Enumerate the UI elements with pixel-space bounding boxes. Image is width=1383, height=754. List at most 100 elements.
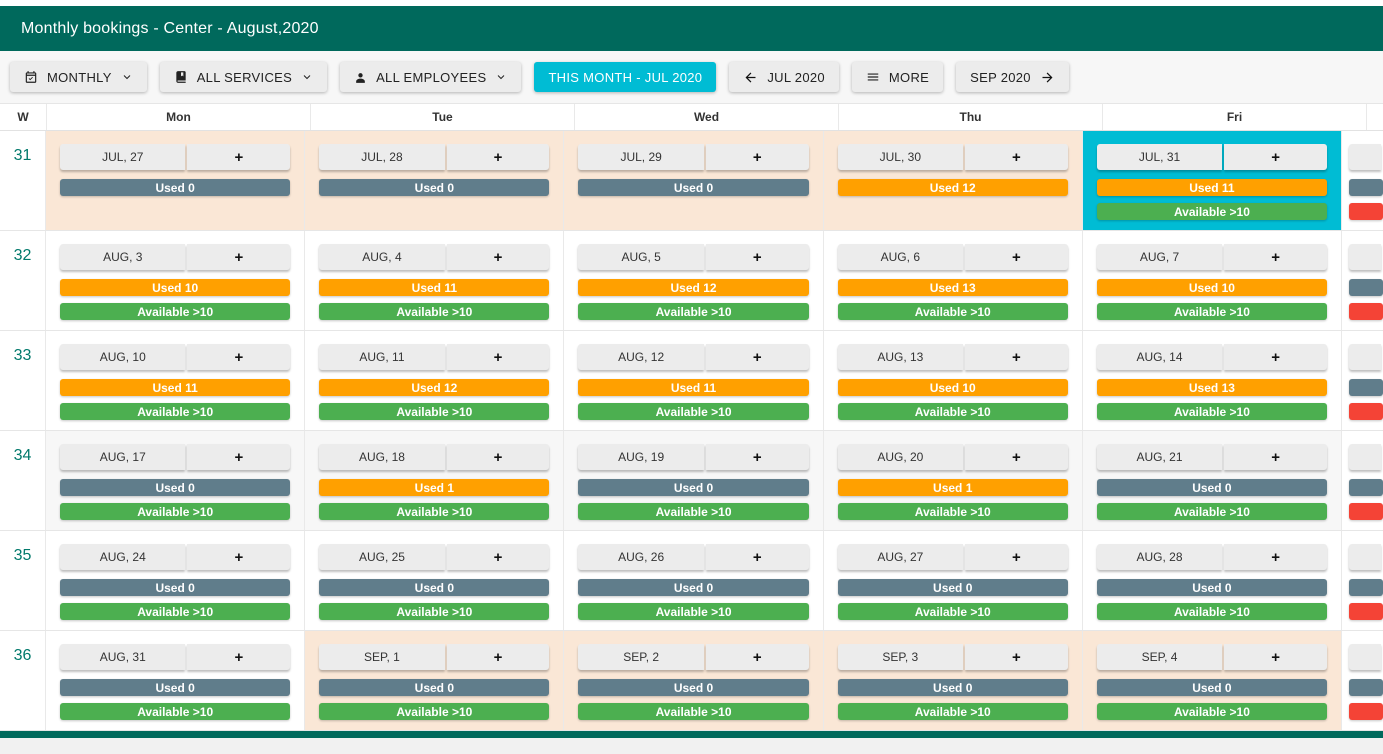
used-count-bar: Used 0	[837, 679, 1068, 696]
date-button[interactable]: AUG, 20	[837, 444, 964, 470]
date-button[interactable]: JUL, 31	[1096, 144, 1223, 170]
toolbar-button-sep-2020[interactable]: SEP 2020	[956, 62, 1069, 92]
footer-accent-bar	[0, 731, 1383, 738]
date-button[interactable]: JUL, 28	[319, 144, 445, 170]
date-button[interactable]: SEP, 4	[1096, 644, 1223, 670]
add-booking-button[interactable]: +	[446, 444, 550, 470]
toolbar-button-jul-2020[interactable]: JUL 2020	[729, 62, 839, 92]
used-count-bar	[1349, 379, 1383, 396]
add-booking-button[interactable]: +	[965, 144, 1068, 170]
used-count-bar: Used 12	[837, 179, 1068, 196]
add-booking-button[interactable]: +	[965, 644, 1068, 670]
toolbar-button-all-employees[interactable]: ALL EMPLOYEES	[340, 62, 522, 92]
chevron-down-icon	[121, 71, 133, 83]
date-button[interactable]: AUG, 11	[319, 344, 445, 370]
add-booking-button[interactable]: +	[965, 444, 1068, 470]
add-booking-button[interactable]: +	[1224, 344, 1327, 370]
add-booking-button[interactable]: +	[446, 344, 550, 370]
add-booking-button[interactable]: +	[187, 444, 291, 470]
date-button[interactable]: AUG, 19	[578, 444, 704, 470]
date-button[interactable]	[1349, 144, 1381, 170]
chevron-down-icon	[495, 71, 507, 83]
availability-bar: Available >10	[578, 603, 809, 620]
availability-bar: Available >10	[319, 403, 550, 420]
date-button[interactable]: AUG, 26	[578, 544, 704, 570]
date-button[interactable]	[1349, 344, 1381, 370]
date-button[interactable]	[1349, 444, 1381, 470]
toolbar-button-this-month-jul-2020[interactable]: THIS MONTH - JUL 2020	[534, 62, 717, 92]
used-count-bar	[1349, 179, 1383, 196]
add-booking-button[interactable]: +	[187, 344, 291, 370]
add-booking-button[interactable]: +	[705, 144, 809, 170]
date-button[interactable]: AUG, 25	[319, 544, 445, 570]
add-booking-button[interactable]: +	[705, 344, 809, 370]
date-button[interactable]: AUG, 24	[60, 544, 186, 570]
date-button[interactable]: JUL, 29	[578, 144, 704, 170]
add-booking-button[interactable]: +	[705, 244, 809, 270]
add-booking-button[interactable]: +	[187, 244, 291, 270]
date-button[interactable]: JUL, 27	[60, 144, 186, 170]
add-booking-button[interactable]: +	[1224, 144, 1327, 170]
add-booking-button[interactable]: +	[965, 244, 1068, 270]
date-button[interactable]: AUG, 3	[60, 244, 186, 270]
date-button[interactable]	[1349, 244, 1381, 270]
date-button[interactable]	[1349, 644, 1381, 670]
add-booking-button[interactable]: +	[1224, 244, 1327, 270]
toolbar-button-label: MONTHLY	[47, 69, 112, 85]
date-button[interactable]: AUG, 14	[1096, 344, 1223, 370]
date-button[interactable]: AUG, 28	[1096, 544, 1223, 570]
toolbar-button-all-services[interactable]: ALL SERVICES	[159, 62, 328, 92]
day-split-button	[1349, 444, 1383, 470]
availability-bar: Available >10	[60, 503, 291, 520]
day-cell-aug-31: AUG, 31 + Used 0 Available >10	[46, 631, 306, 730]
toolbar-button-monthly[interactable]: MONTHLY	[10, 62, 147, 92]
day-split-button: JUL, 29 +	[578, 144, 809, 170]
add-booking-button[interactable]: +	[965, 344, 1068, 370]
date-button[interactable]: SEP, 3	[837, 644, 964, 670]
date-button[interactable]: SEP, 1	[319, 644, 445, 670]
used-count-bar: Used 10	[837, 379, 1068, 396]
date-button[interactable]: AUG, 12	[578, 344, 704, 370]
date-button[interactable]: AUG, 21	[1096, 444, 1223, 470]
add-booking-button[interactable]: +	[1224, 544, 1327, 570]
add-booking-button[interactable]: +	[705, 444, 809, 470]
toolbar-button-label: JUL 2020	[767, 69, 825, 85]
date-button[interactable]: AUG, 18	[319, 444, 445, 470]
add-booking-button[interactable]: +	[187, 644, 291, 670]
date-button[interactable]: JUL, 30	[837, 144, 964, 170]
date-button[interactable]: AUG, 6	[837, 244, 964, 270]
day-split-button: AUG, 4 +	[319, 244, 550, 270]
add-booking-button[interactable]: +	[187, 144, 291, 170]
availability-bar: Available >10	[578, 303, 809, 320]
toolbar-button-more[interactable]: MORE	[851, 62, 944, 92]
add-booking-button[interactable]: +	[965, 544, 1068, 570]
add-booking-button[interactable]: +	[705, 644, 809, 670]
date-button[interactable]: AUG, 4	[319, 244, 445, 270]
week-row-34: 34 AUG, 17 + Used 0 Available >10 AUG, 18 + Use…	[0, 431, 1383, 531]
day-header-fri: Fri	[1103, 104, 1367, 130]
date-button[interactable]: AUG, 31	[60, 644, 186, 670]
date-button[interactable]: AUG, 27	[837, 544, 964, 570]
date-button[interactable]: AUG, 10	[60, 344, 186, 370]
date-button[interactable]: SEP, 2	[578, 644, 704, 670]
date-button[interactable]: AUG, 7	[1096, 244, 1223, 270]
add-booking-button[interactable]: +	[446, 144, 550, 170]
add-booking-button[interactable]: +	[187, 544, 291, 570]
add-booking-button[interactable]: +	[446, 644, 550, 670]
week-row-32: 32 AUG, 3 + Used 10 Available >10 AUG, 4 + Used…	[0, 231, 1383, 331]
add-booking-button[interactable]: +	[705, 544, 809, 570]
add-booking-button[interactable]: +	[446, 244, 550, 270]
used-count-bar: Used 0	[60, 179, 291, 196]
date-button[interactable]: AUG, 13	[837, 344, 964, 370]
date-button[interactable]: AUG, 17	[60, 444, 186, 470]
day-split-button	[1349, 644, 1383, 670]
used-count-bar: Used 1	[837, 479, 1068, 496]
date-button[interactable]	[1349, 544, 1381, 570]
used-count-bar: Used 0	[1096, 679, 1327, 696]
add-booking-button[interactable]: +	[446, 544, 550, 570]
add-booking-button[interactable]: +	[1224, 444, 1327, 470]
availability-bar: Available >10	[1096, 403, 1327, 420]
add-booking-button[interactable]: +	[1224, 644, 1327, 670]
date-button[interactable]: AUG, 5	[578, 244, 704, 270]
day-split-button: AUG, 3 +	[60, 244, 291, 270]
